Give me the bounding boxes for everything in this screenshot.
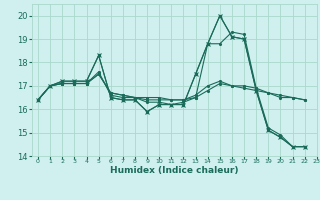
X-axis label: Humidex (Indice chaleur): Humidex (Indice chaleur) bbox=[110, 166, 239, 175]
